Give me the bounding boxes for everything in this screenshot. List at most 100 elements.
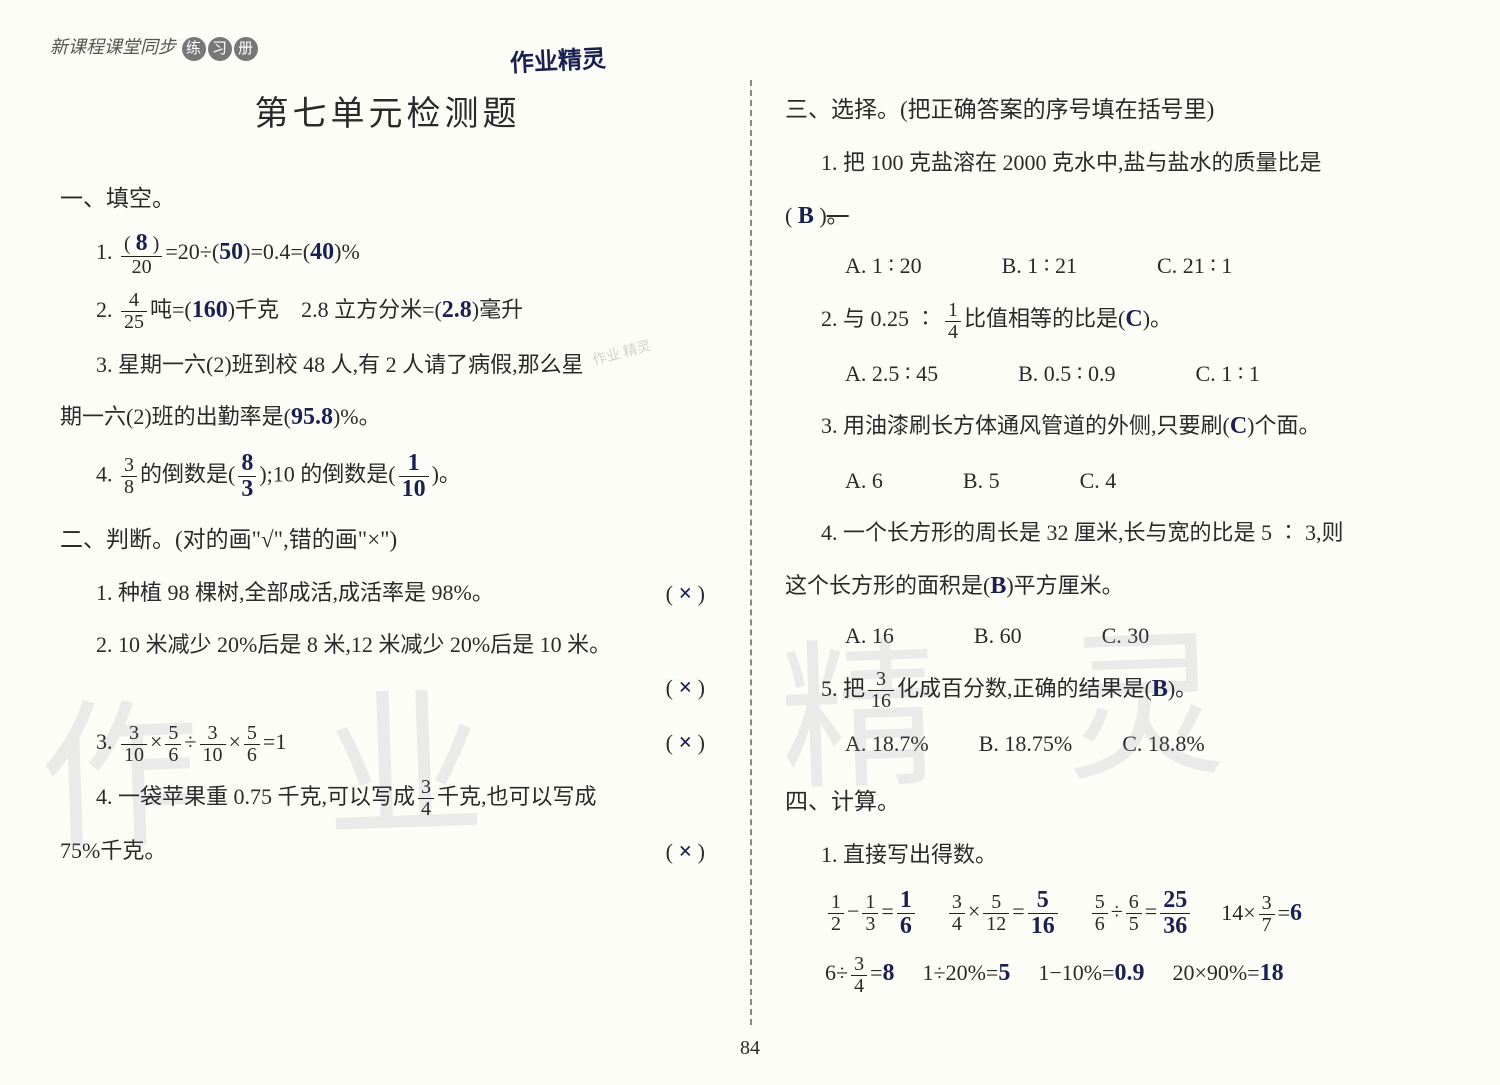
answer: 160: [192, 297, 228, 323]
q-num: 5.: [821, 676, 838, 701]
text: 10 米减少 20%后是 8 米,12 米减少 20%后是 10 米。: [118, 632, 611, 657]
answer: 8: [136, 230, 148, 256]
answer: C: [1230, 413, 1247, 439]
q-num: 3.: [96, 352, 113, 377]
pill-1: 练: [182, 37, 206, 61]
text: )。: [432, 462, 461, 487]
calc-item: 56÷65=2536: [1089, 888, 1194, 939]
answer: ×: [678, 675, 692, 701]
judge-paren: ( × ): [666, 666, 705, 712]
q-num: 2.: [96, 632, 113, 657]
s3-q5: 5. 把316化成百分数,正确的结果是(B)。: [821, 667, 1440, 713]
s1-q3: 3. 星期一六(2)班到校 48 人,有 2 人请了病假,那么星: [96, 344, 715, 386]
text: 把: [843, 676, 865, 701]
text: )=0.4=(: [243, 239, 310, 264]
q-num: 4.: [821, 520, 838, 545]
opt-b: B. 18.75%: [979, 723, 1073, 765]
answer: 95.8: [291, 404, 333, 430]
pill-2: 习: [208, 37, 232, 61]
calc-item: 6÷34=8: [825, 951, 895, 997]
options: A. 6 B. 5 C. 4: [845, 460, 1440, 502]
fraction: 34: [418, 777, 434, 820]
opt-b: B. 60: [974, 615, 1022, 657]
text: 这个长方形的面积是(: [785, 573, 990, 598]
calc-row-1: 12−13=1634×512=51656÷65=253614×37=6: [825, 888, 1440, 939]
fraction: 310: [200, 723, 226, 766]
opt-a: A. 16: [845, 615, 894, 657]
series-name: 新课程课堂同步: [50, 37, 176, 57]
text: 的倒数是(: [140, 462, 235, 487]
opt-a: A. 1 ∶ 20: [845, 245, 922, 287]
q-num: 2.: [821, 306, 838, 331]
opt-a: A. 2.5 ∶ 45: [845, 353, 938, 395]
q-num: 3.: [821, 413, 838, 438]
text: 期一六(2)班的出勤率是(: [60, 404, 291, 429]
answer: B: [798, 203, 814, 229]
text: )。: [1143, 306, 1172, 331]
text: 。: [827, 203, 849, 228]
options: A. 2.5 ∶ 45 B. 0.5 ∶ 0.9 C. 1 ∶ 1: [845, 353, 1440, 395]
judge-paren: ( × ): [666, 830, 705, 876]
opt-b: B. 1 ∶ 21: [1002, 245, 1077, 287]
options: A. 18.7% B. 18.75% C. 18.8%: [845, 723, 1440, 765]
fraction: 14: [945, 300, 961, 343]
text: )平方厘米。: [1006, 573, 1123, 598]
q-num: 4.: [96, 784, 113, 809]
s2-q4: 4. 一袋苹果重 0.75 千克,可以写成34千克,也可以写成: [96, 776, 715, 820]
text: 75%千克。: [60, 838, 166, 863]
text: 千克,也可以写成: [437, 784, 597, 809]
page-title: 第七单元检测题: [60, 82, 715, 147]
opt-c: C. 1 ∶ 1: [1196, 353, 1260, 395]
fraction: 56: [244, 723, 260, 766]
q-num: 1.: [96, 239, 113, 264]
calc-item: 12−13=16: [825, 888, 918, 939]
answer: B: [990, 573, 1006, 599]
fraction: 56: [165, 723, 181, 766]
s3-q1: 1. 把 100 克盐溶在 2000 克水中,盐与盐水的质量比是: [821, 142, 1440, 184]
s2-q3: 3. 310×56÷310×56=1 ( × ): [96, 721, 715, 765]
answer-frac: 110: [399, 451, 429, 502]
opt-c: C. 18.8%: [1122, 723, 1205, 765]
answer: ×: [678, 581, 692, 607]
text: 种植 98 棵树,全部成活,成活率是 98%。: [118, 580, 494, 605]
text: 吨=(: [150, 297, 192, 322]
left-column: 第七单元检测题 一、填空。 1. ( 8 )20=20÷(50)=0.4=(40…: [50, 72, 740, 1009]
text: )%。: [333, 404, 381, 429]
text: =20÷(: [165, 239, 219, 264]
answer: B: [1152, 676, 1168, 702]
answer: ×: [678, 730, 692, 756]
fraction: 316: [868, 669, 894, 712]
s2-q1: 1. 种植 98 棵树,全部成活,成活率是 98%。 ( × ): [96, 572, 715, 614]
calc-item: 1÷20%=5: [923, 951, 1011, 997]
page-number: 84: [740, 1029, 760, 1067]
text: 用油漆刷长方体通风管道的外侧,只要刷(: [843, 413, 1230, 438]
calc-item: 20×90%=18: [1172, 951, 1283, 997]
text: );10 的倒数是(: [259, 462, 395, 487]
section-1-head: 一、填空。: [60, 177, 715, 221]
text: 化成百分数,正确的结果是(: [897, 676, 1152, 701]
options: A. 16 B. 60 C. 30: [845, 615, 1440, 657]
fraction: 310: [121, 723, 147, 766]
handwritten-top-note: 作业精灵: [509, 38, 607, 89]
answer: 40: [310, 239, 334, 265]
fraction: 425: [121, 290, 147, 333]
q-num: 2.: [96, 297, 113, 322]
s3-q3: 3. 用油漆刷长方体通风管道的外侧,只要刷(C)个面。: [821, 404, 1440, 450]
opt-c: C. 21 ∶ 1: [1157, 245, 1232, 287]
q-num: 1.: [96, 580, 113, 605]
section-2-head: 二、判断。(对的画"√",错的画"×"): [60, 518, 715, 562]
text: =1: [263, 729, 286, 754]
q-num: 1.: [821, 150, 838, 175]
options: A. 1 ∶ 20 B. 1 ∶ 21 C. 21 ∶ 1: [845, 245, 1440, 287]
calc-row-2: 6÷34=81÷20%=51−10%=0.920×90%=18: [825, 951, 1440, 997]
denom: 20: [121, 257, 162, 278]
text: 比值相等的比是(: [964, 306, 1125, 331]
series-header: 新课程课堂同步 练习册: [50, 30, 1450, 64]
s1-q4: 4. 38的倒数是(83);10 的倒数是(110)。: [96, 451, 715, 502]
pill-3: 册: [234, 37, 258, 61]
s3-q4: 4. 一个长方形的周长是 32 厘米,长与宽的比是 5 ∶ 3,则: [821, 512, 1440, 554]
s1-q3-cont: 期一六(2)班的出勤率是(95.8)%。: [60, 395, 715, 441]
s3-q4-cont: 这个长方形的面积是(B)平方厘米。: [785, 564, 1440, 610]
opt-c: C. 30: [1102, 615, 1150, 657]
s3-q1-cont: ( B )。: [785, 194, 1440, 240]
